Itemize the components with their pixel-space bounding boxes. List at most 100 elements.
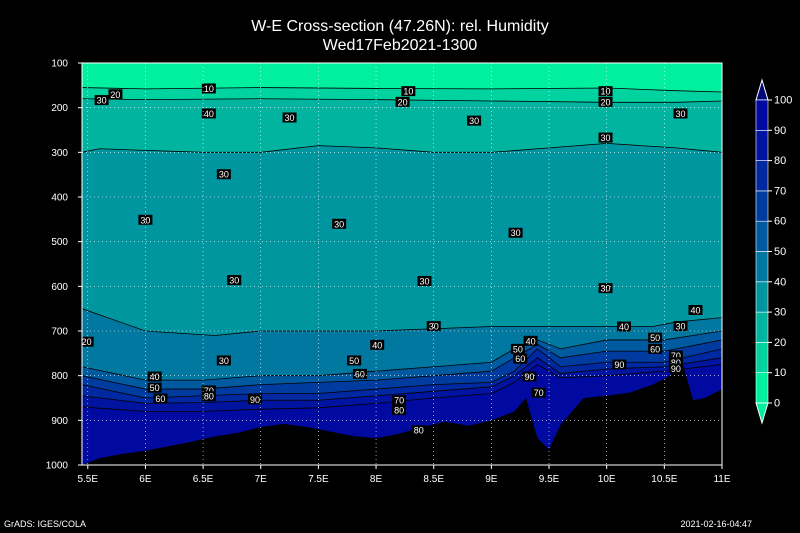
svg-text:90: 90: [671, 364, 681, 374]
contour-label: 60: [648, 343, 663, 354]
contour-label: 20: [82, 336, 94, 347]
svg-text:60: 60: [155, 394, 165, 404]
contour-line-10: [82, 87, 722, 93]
contour-line-90: [82, 364, 722, 412]
colorbar-bin: [755, 160, 769, 192]
contour-label: 40: [147, 371, 162, 382]
svg-text:20: 20: [601, 97, 611, 107]
svg-text:30: 30: [601, 284, 611, 294]
colorbar-bin: [755, 342, 769, 373]
contour-line-30: [82, 142, 722, 153]
footer-left-credit: GrADS: IGES/COLA: [4, 519, 87, 529]
colorbar: 0 10 20 30 40 50 60 70 80 90 100: [755, 78, 792, 425]
contour-label: 70: [201, 385, 216, 396]
svg-text:10: 10: [204, 84, 214, 94]
svg-text:60: 60: [515, 354, 525, 364]
contour-label: 60: [352, 368, 367, 379]
x-tick-label: 7.5E: [308, 474, 329, 485]
contour-label: 30: [467, 115, 482, 126]
contour-label: 70: [531, 387, 546, 398]
svg-text:40: 40: [372, 340, 382, 350]
y-tick-label: 500: [51, 237, 68, 248]
svg-text:50: 50: [650, 333, 660, 343]
svg-text:50: 50: [150, 383, 160, 393]
svg-text:30: 30: [285, 113, 295, 123]
contour-label: 30: [227, 275, 242, 286]
contour-label: 40: [201, 108, 216, 119]
colorbar-tick-label: 40: [774, 276, 786, 288]
y-tick-label: 400: [51, 193, 68, 204]
svg-text:70: 70: [394, 396, 404, 406]
contour-label: 10: [598, 86, 613, 97]
svg-text:80: 80: [394, 406, 404, 416]
contour-label: 50: [648, 332, 663, 343]
colorbar-bin: [755, 130, 769, 161]
svg-text:20: 20: [82, 337, 92, 347]
colorbar-tick-label: 50: [774, 246, 786, 258]
svg-text:70: 70: [204, 386, 214, 396]
svg-text:30: 30: [219, 356, 229, 366]
contour-label: 80: [392, 405, 407, 416]
contour-label: 80: [668, 357, 683, 368]
x-tick-label: 7E: [255, 474, 268, 485]
svg-text:80: 80: [414, 426, 424, 436]
svg-text:90: 90: [614, 360, 624, 370]
contour-label: 30: [216, 169, 231, 180]
x-tick-label: 8E: [370, 474, 383, 485]
contour-label: 60: [513, 353, 528, 364]
colorbar-tick-label: 0: [774, 398, 780, 410]
contour-label: 90: [612, 359, 627, 370]
contour-label: 90: [522, 371, 537, 382]
contour-label: 60: [153, 393, 168, 404]
y-tick-label: 1000: [46, 461, 69, 472]
contour-label: 90: [247, 394, 262, 405]
colorbar-bin: [755, 251, 769, 283]
svg-text:50: 50: [513, 344, 523, 354]
y-tick-label: 300: [51, 148, 68, 159]
svg-text:30: 30: [419, 276, 429, 286]
x-tick-label: 8.5E: [423, 474, 444, 485]
svg-text:20: 20: [110, 90, 120, 100]
plot-frame: [81, 62, 723, 466]
svg-text:30: 30: [601, 133, 611, 143]
contour-label: 50: [347, 355, 362, 366]
svg-text:90: 90: [250, 395, 260, 405]
svg-text:30: 30: [675, 322, 685, 332]
svg-text:30: 30: [469, 116, 479, 126]
contour-label: 30: [282, 112, 297, 123]
contour-label: 40: [688, 305, 703, 316]
colorbar-bin: [755, 311, 769, 343]
svg-text:30: 30: [97, 96, 107, 106]
contour-label: 50: [147, 382, 162, 393]
x-tick-label: 5.5E: [77, 474, 98, 485]
colorbar-bin: [755, 281, 769, 313]
y-tick-label: 800: [51, 371, 68, 382]
contour-label: 30: [598, 283, 613, 294]
contour-label: 40: [616, 321, 631, 332]
y-tick-label: 100: [51, 59, 68, 70]
axes: 5.5E 6E 6.5E 7E 7.5E 8E 8.5E 9E 9.5E 10E 10.5E 11E 1…: [46, 59, 731, 486]
colorbar-tick-label: 70: [774, 185, 786, 197]
svg-text:70: 70: [671, 351, 681, 361]
colorbar-tick-label: 60: [774, 216, 786, 228]
contour-label: 70: [668, 350, 683, 361]
contour-line-20: [82, 98, 722, 103]
x-tick-label: 10.5E: [651, 474, 677, 485]
contour-label: 30: [216, 355, 231, 366]
x-tick-label: 9E: [485, 474, 498, 485]
y-tick-label: 200: [51, 103, 68, 114]
x-tick-label: 6.5E: [193, 474, 214, 485]
y-tick-label: 900: [51, 416, 68, 427]
colorbar-tick-label: 80: [774, 155, 786, 167]
colorbar-tick-label: 90: [774, 125, 786, 137]
colorbar-tick-label: 10: [774, 367, 786, 379]
svg-text:50: 50: [349, 356, 359, 366]
terrain-mask: [82, 360, 722, 465]
contour-label: 40: [370, 339, 385, 350]
colorbar-tick-label: 30: [774, 307, 786, 319]
colorbar-bin: [755, 372, 769, 404]
x-tick-label: 9.5E: [539, 474, 560, 485]
colorbar-bin: [755, 190, 769, 222]
contour-label: 10: [201, 83, 216, 94]
